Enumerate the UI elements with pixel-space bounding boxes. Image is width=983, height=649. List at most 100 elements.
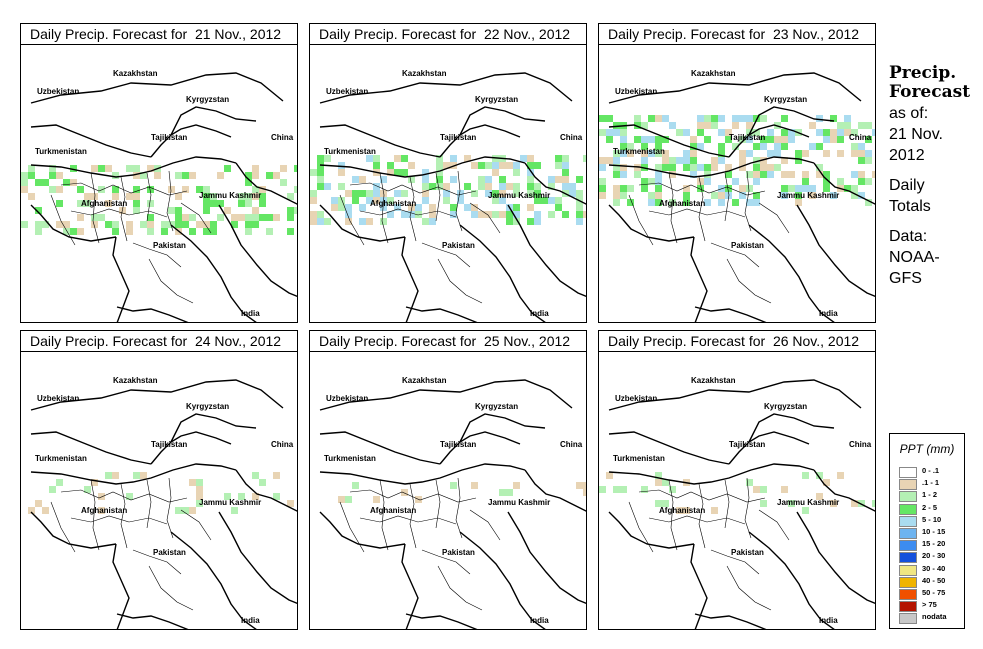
country-border [813,469,875,512]
precip-cell [252,165,259,172]
precip-cell [788,500,795,507]
label-kazakhstan: Kazakhstan [691,376,736,385]
label-uzbekistan: Uzbekistan [37,394,80,403]
precip-cell [436,176,443,183]
precip-cell [56,186,63,193]
precip-cell [844,129,851,136]
country-border [507,204,586,297]
precip-cell [613,171,620,178]
precip-cell [527,155,534,162]
precip-cell [317,218,324,225]
country-border [170,413,257,443]
precip-cell [443,162,450,169]
precip-cell [613,486,620,493]
precip-cell [774,136,781,143]
precip-cell [443,190,450,197]
precip-cell [259,479,266,486]
precip-cell [599,178,606,185]
precip-cell [795,199,802,206]
district-boundary [469,509,501,541]
precip-cell [648,136,655,143]
country-border [690,543,708,629]
country-border [813,162,875,205]
precip-cell [217,214,224,221]
legend-swatch [899,479,917,491]
precip-cell [478,176,485,183]
district-boundary [70,208,168,218]
precip-cell [576,218,583,225]
legend-label: 5 - 10 [922,514,942,524]
precip-cell [569,183,576,190]
precip-cell [252,193,259,200]
precip-cell [690,150,697,157]
precip-cell [655,192,662,199]
precip-cell [492,190,499,197]
precip-cell [352,176,359,183]
precip-cell [837,178,844,185]
precip-cell [359,176,366,183]
country-border [439,124,521,158]
precip-cell [865,157,872,164]
precip-cell [809,192,816,199]
country-border [319,511,406,549]
legend-label: 50 - 75 [922,588,946,597]
precip-cell [718,192,725,199]
precip-cell [359,204,366,211]
precip-cell [555,176,562,183]
precip-cell [252,172,259,179]
precip-cell [450,176,457,183]
district-boundary [421,242,471,268]
country-border [112,236,130,322]
precip-cell [380,218,387,225]
precip-cell [534,197,541,204]
legend-swatch [899,564,917,576]
label-kyrgyzstan: Kyrgyzstan [475,402,519,411]
precip-cell [690,157,697,164]
country-border [116,613,189,629]
precip-cell [669,486,676,493]
precip-cell [746,185,753,192]
precip-cell [802,150,809,157]
precip-cell [527,218,534,225]
precip-cell [746,150,753,157]
district-boundary [744,170,752,232]
country-border [608,156,815,178]
precip-cell [196,493,203,500]
precip-cell [669,157,676,164]
precip-map: Uzbekistan Kazakhstan Kyrgyzstan Tajikistan… [598,352,876,630]
precip-cell [133,193,140,200]
precip-cell [147,221,154,228]
forecast-panel: Daily Precip. Forecast for 26 Nov., 2012… [598,330,876,630]
precip-cell [499,489,506,496]
country-border [608,511,695,549]
precip-cell [774,150,781,157]
legend-item: 0 - .1 [899,466,963,478]
precip-cell [70,179,77,186]
label-jammu-kashmir: Jammu Kashmir [199,498,262,507]
precip-cell [252,493,259,500]
precip-cell [133,165,140,172]
precip-cell [373,155,380,162]
precip-cell [753,164,760,171]
precip-map: Uzbekistan Kazakhstan Kyrgyzstan Tajikistan… [20,352,298,630]
legend-swatch [899,467,917,478]
precip-cell [56,172,63,179]
precip-cell [697,164,704,171]
district-boundary [455,477,463,539]
precip-cell [527,176,534,183]
precip-cell [858,178,865,185]
precip-cell [513,211,520,218]
precip-cell [506,162,513,169]
precip-cell [210,200,217,207]
forecast-panel: Daily Precip. Forecast for 21 Nov., 2012… [20,23,298,323]
precip-cell [844,185,851,192]
precip-cell [287,193,294,200]
precip-cell [725,171,732,178]
precip-cell [599,486,606,493]
precip-cell [620,150,627,157]
precip-cell [485,183,492,190]
precip-cell [613,157,620,164]
precip-cell [252,186,259,193]
precip-cell [387,169,394,176]
precip-cell [816,129,823,136]
